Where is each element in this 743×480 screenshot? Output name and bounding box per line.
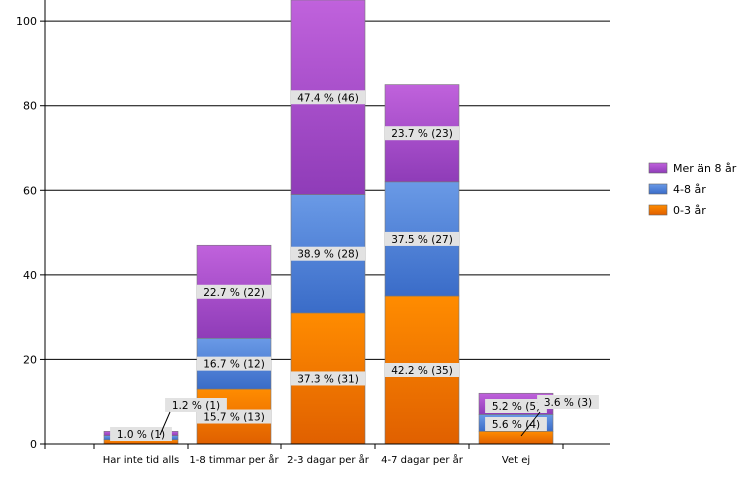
data-label: 1.2 % (1)	[165, 398, 227, 412]
legend-label: 0-3 år	[673, 204, 706, 217]
data-labels: 15.7 % (13) 16.7 % (12) 22.7 % (22) 37.3 % …	[110, 90, 599, 441]
svg-text:23.7 % (23): 23.7 % (23)	[391, 128, 453, 140]
data-label: 47.4 % (46)	[290, 90, 366, 105]
svg-text:37.3 % (31): 37.3 % (31)	[297, 373, 359, 385]
data-label: 38.9 % (28)	[290, 246, 366, 261]
y-tick-label: 0	[30, 438, 37, 451]
legend-item: 0-3 år	[648, 204, 706, 217]
data-label: 16.7 % (12)	[196, 356, 272, 371]
svg-text:37.5 % (27): 37.5 % (27)	[391, 234, 453, 246]
svg-text:38.9 % (28): 38.9 % (28)	[297, 249, 359, 261]
svg-text:1.0 % (1): 1.0 % (1)	[117, 429, 165, 441]
x-category-label: 2-3 dagar per år	[287, 453, 370, 466]
legend-swatch	[648, 183, 668, 195]
y-tick-label: 40	[23, 269, 37, 282]
data-label: 42.2 % (35)	[384, 363, 460, 377]
legend-label: Mer än 8 år	[673, 162, 737, 175]
data-label: 15.7 % (13)	[196, 409, 272, 424]
legend: Mer än 8 år 4-8 år 0-3 år	[648, 162, 737, 217]
data-label: 5.2 % (5)	[485, 399, 547, 413]
y-tick-label: 20	[23, 353, 37, 366]
data-label: 22.7 % (22)	[196, 284, 272, 299]
legend-swatch	[648, 204, 668, 216]
x-category-label: Har inte tid alls	[103, 455, 179, 466]
data-label: 5.6 % (4)	[485, 417, 547, 431]
bar-segment	[478, 431, 554, 445]
legend-swatch	[648, 162, 668, 174]
data-label: 37.3 % (31)	[290, 371, 366, 386]
svg-text:47.4 % (46): 47.4 % (46)	[297, 92, 359, 104]
svg-text:1.2 % (1): 1.2 % (1)	[172, 400, 220, 412]
svg-text:16.7 % (12): 16.7 % (12)	[203, 359, 265, 371]
svg-text:42.2 % (35): 42.2 % (35)	[391, 365, 453, 377]
data-label: 3.6 % (3)	[537, 395, 599, 409]
svg-text:5.2 % (5): 5.2 % (5)	[492, 401, 540, 413]
y-tick-label: 80	[23, 100, 37, 113]
legend-item: 4-8 år	[648, 183, 706, 196]
label-leader-line	[159, 411, 171, 436]
data-label: 23.7 % (23)	[384, 126, 460, 141]
y-tick-label: 60	[23, 184, 37, 197]
x-category-label: 1-8 timmar per år	[189, 453, 279, 466]
label-leader-line	[520, 411, 541, 437]
svg-text:22.7 % (22): 22.7 % (22)	[203, 287, 265, 299]
svg-text:3.6 % (3): 3.6 % (3)	[544, 397, 592, 409]
data-label: 1.0 % (1)	[110, 427, 172, 441]
x-category-label: Vet ej	[502, 455, 530, 466]
axes: 0 20 40 60 80 100 Har inte tid alls 1-8 timmar …	[16, 0, 610, 466]
svg-text:15.7 % (13): 15.7 % (13)	[203, 412, 265, 424]
x-category-label: 4-7 dagar per år	[381, 453, 464, 466]
y-tick-label: 100	[16, 15, 37, 28]
legend-label: 4-8 år	[673, 183, 706, 196]
svg-text:5.6 % (4): 5.6 % (4)	[492, 419, 540, 431]
legend-item: Mer än 8 år	[648, 162, 737, 175]
data-label: 37.5 % (27)	[384, 231, 460, 246]
